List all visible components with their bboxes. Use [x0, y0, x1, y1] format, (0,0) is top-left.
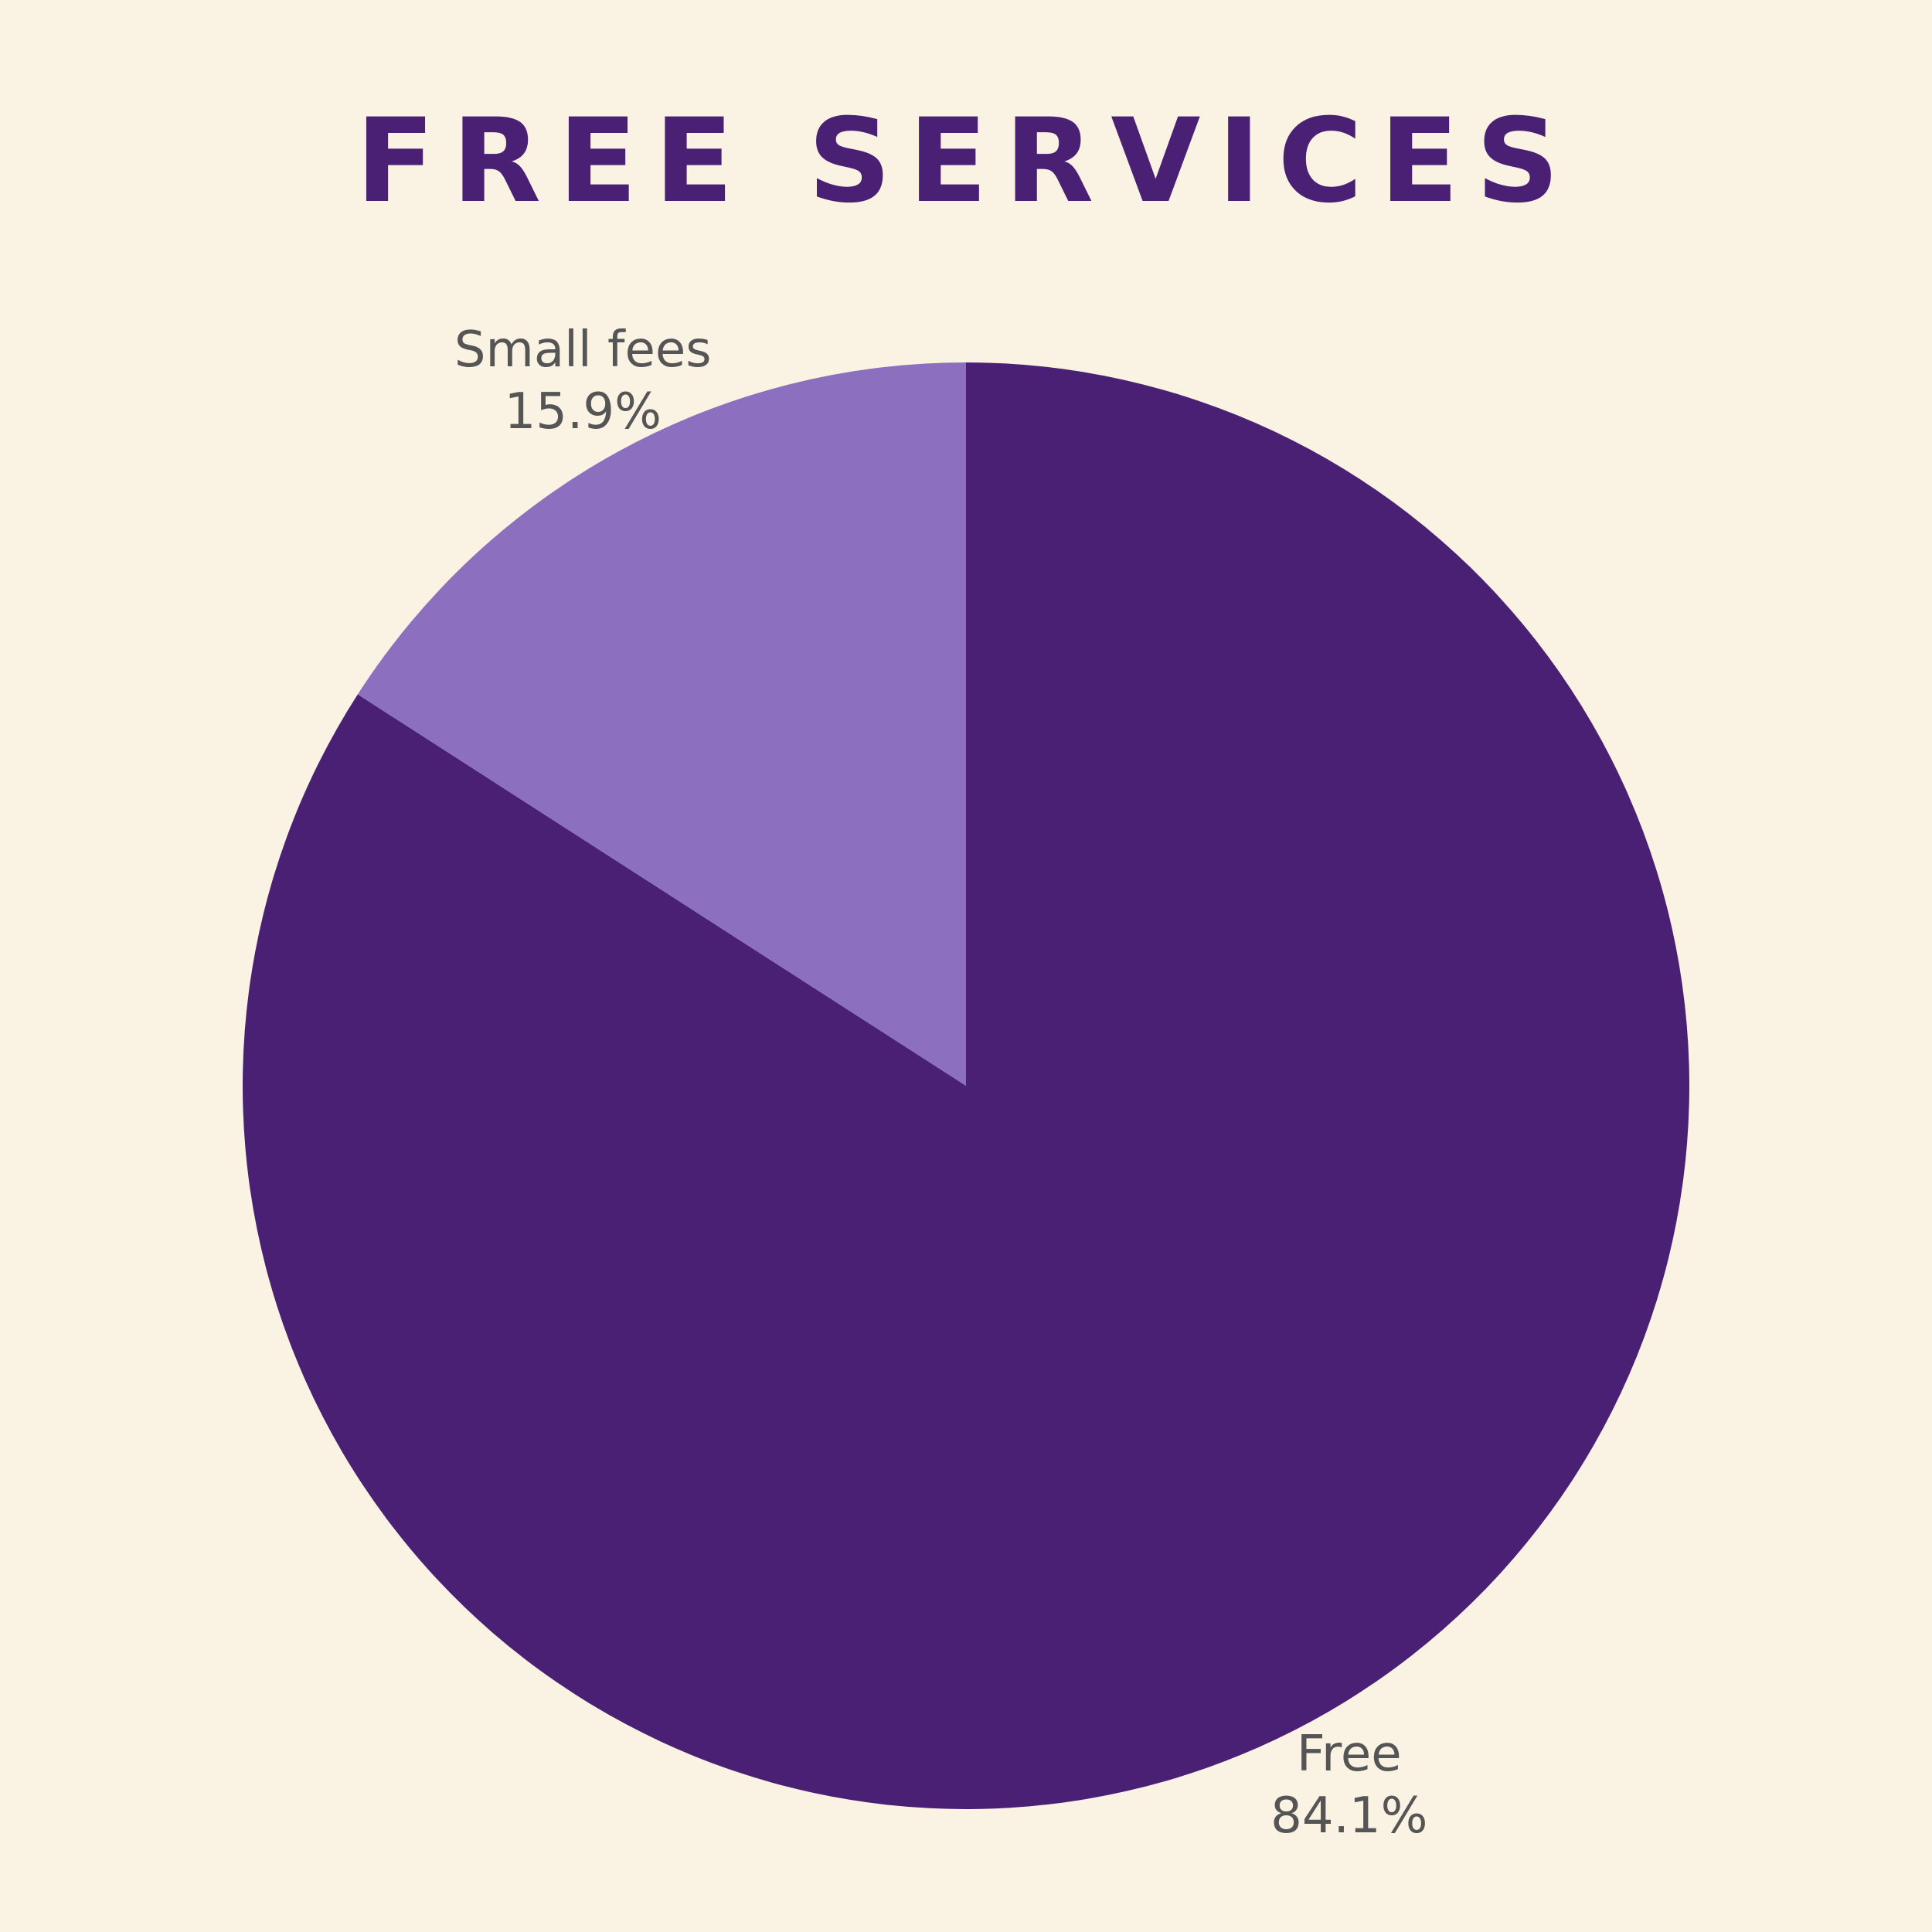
pie-slice [357, 362, 967, 1086]
chart-title: FREE SERVICES [355, 94, 1577, 229]
slice-label: Small fees [454, 321, 712, 379]
slice-value-label: 84.1% [1270, 1787, 1427, 1845]
slice-label: Free [1297, 1726, 1402, 1783]
slice-value-label: 15.9% [505, 383, 662, 440]
